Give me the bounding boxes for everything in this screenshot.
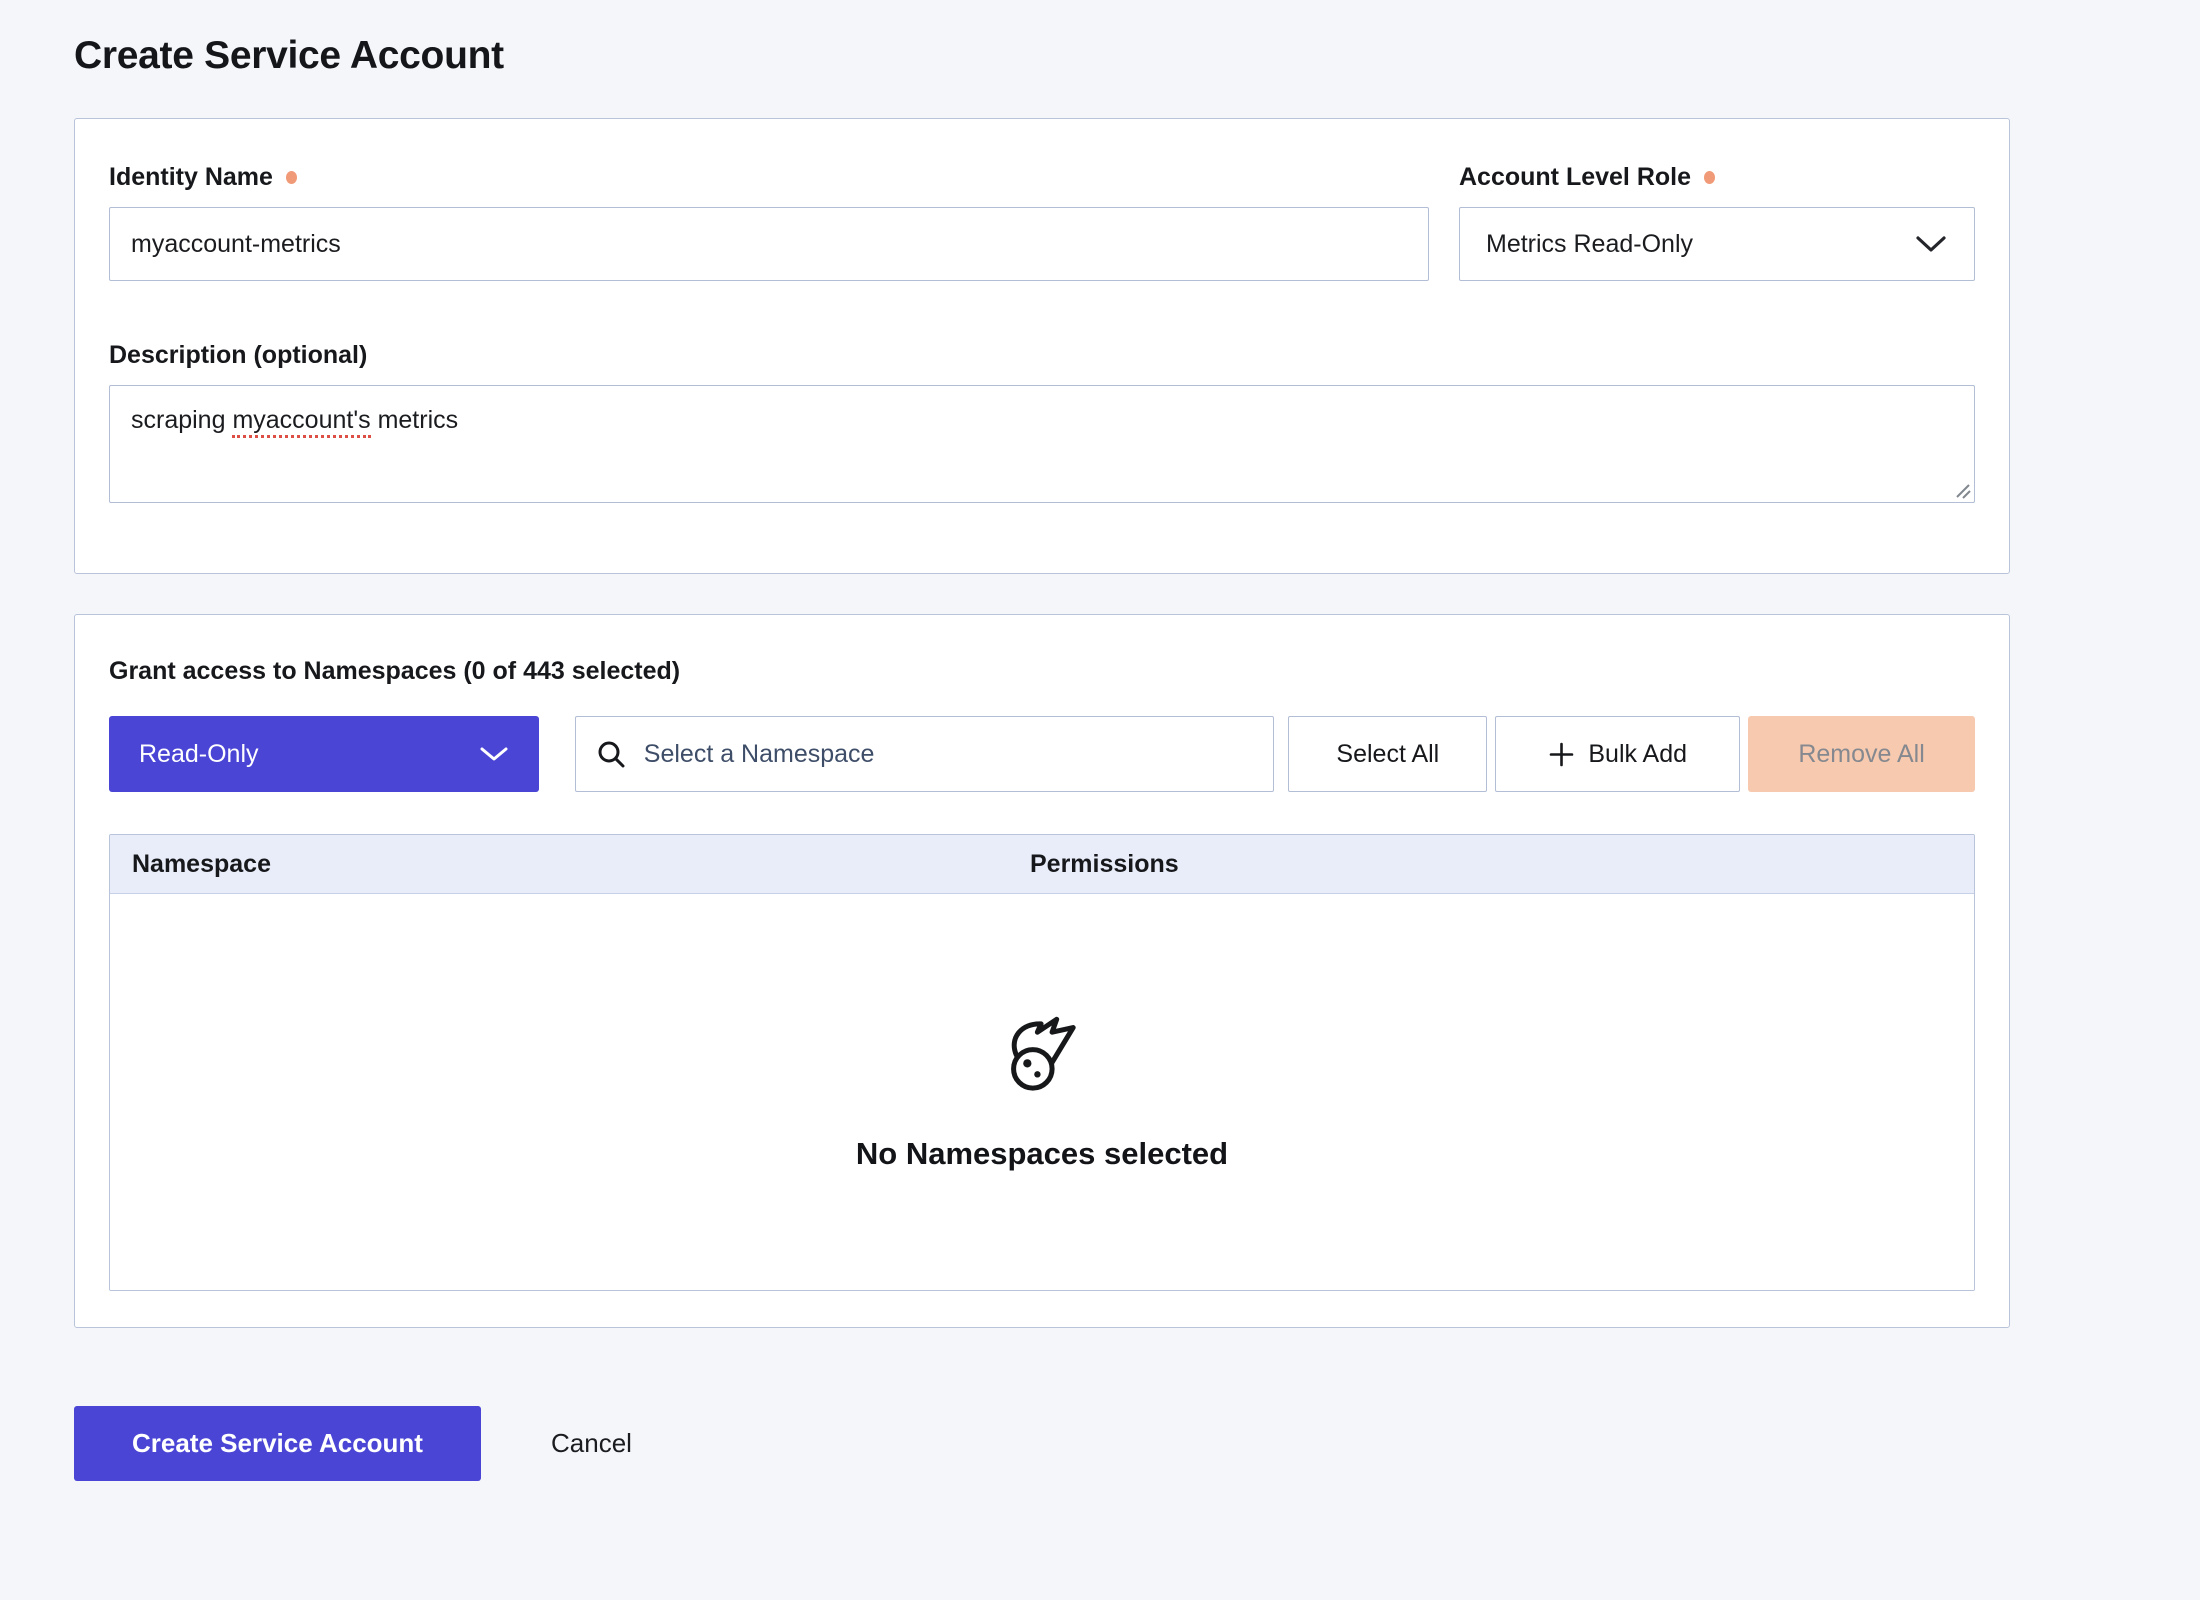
- comet-icon: [998, 1012, 1086, 1100]
- description-text-after: metrics: [370, 406, 459, 434]
- description-textarea[interactable]: scraping myaccount's metrics: [109, 385, 1975, 503]
- remove-all-button[interactable]: Remove All: [1748, 716, 1975, 792]
- identity-panel: Identity Name Account Level Role Metrics…: [74, 118, 2010, 574]
- empty-state-message: No Namespaces selected: [855, 1136, 1229, 1171]
- column-header-namespace: Namespace: [132, 849, 271, 878]
- cancel-button[interactable]: Cancel: [551, 1428, 632, 1459]
- namespaces-table-empty-state: No Namespaces selected: [110, 894, 1974, 1290]
- account-level-role-field-group: Account Level Role Metrics Read-Only: [1459, 163, 1975, 281]
- namespace-search-input[interactable]: [643, 739, 1254, 769]
- identity-name-label: Identity Name: [109, 163, 1429, 192]
- permission-level-dropdown[interactable]: Read-Only: [109, 716, 539, 792]
- plus-icon: [1548, 741, 1575, 768]
- footer-actions: Create Service Account Cancel: [74, 1406, 2010, 1481]
- identity-name-field-group: Identity Name: [109, 163, 1429, 281]
- account-level-role-label-text: Account Level Role: [1459, 163, 1691, 191]
- description-field-group: Description (optional) scraping myaccoun…: [109, 341, 1975, 503]
- bulk-add-button[interactable]: Bulk Add: [1495, 716, 1741, 792]
- description-text-before: scraping: [131, 406, 233, 434]
- required-dot-icon: [1704, 171, 1715, 184]
- create-service-account-page: Create Service Account Identity Name Acc…: [74, 34, 2010, 1481]
- namespaces-toolbar: Read-Only Select All: [109, 716, 1975, 792]
- bulk-add-label: Bulk Add: [1588, 739, 1688, 768]
- description-label-text: Description (optional): [109, 341, 368, 369]
- remove-all-label: Remove All: [1798, 739, 1925, 768]
- search-icon: [596, 739, 627, 770]
- textarea-resize-handle-icon[interactable]: [1954, 482, 1972, 500]
- description-text-misspelled: myaccount's: [232, 406, 371, 438]
- account-level-role-select[interactable]: Metrics Read-Only: [1459, 207, 1975, 281]
- namespaces-table: Namespace Permissions No Namespaces sele…: [109, 834, 1975, 1291]
- namespaces-panel: Grant access to Namespaces (0 of 443 sel…: [74, 614, 2010, 1328]
- account-level-role-value: Metrics Read-Only: [1486, 229, 1693, 258]
- identity-name-label-text: Identity Name: [109, 163, 273, 191]
- cancel-button-label: Cancel: [551, 1428, 632, 1458]
- namespace-search-box: [574, 716, 1275, 792]
- permission-level-value: Read-Only: [139, 739, 259, 768]
- create-service-account-button[interactable]: Create Service Account: [74, 1406, 481, 1481]
- grant-access-heading: Grant access to Namespaces (0 of 443 sel…: [109, 657, 681, 685]
- identity-name-input[interactable]: [109, 207, 1429, 281]
- required-dot-icon: [285, 171, 297, 184]
- account-level-role-label: Account Level Role: [1459, 163, 1975, 192]
- chevron-down-icon: [1914, 235, 1948, 253]
- description-label: Description (optional): [109, 341, 1975, 370]
- chevron-down-icon: [479, 746, 509, 762]
- page-title: Create Service Account: [74, 34, 504, 77]
- select-all-button[interactable]: Select All: [1288, 716, 1488, 792]
- create-service-account-button-label: Create Service Account: [132, 1428, 423, 1458]
- column-header-permissions: Permissions: [1030, 849, 1179, 878]
- select-all-label: Select All: [1336, 739, 1440, 768]
- namespaces-table-header: Namespace Permissions: [110, 835, 1974, 894]
